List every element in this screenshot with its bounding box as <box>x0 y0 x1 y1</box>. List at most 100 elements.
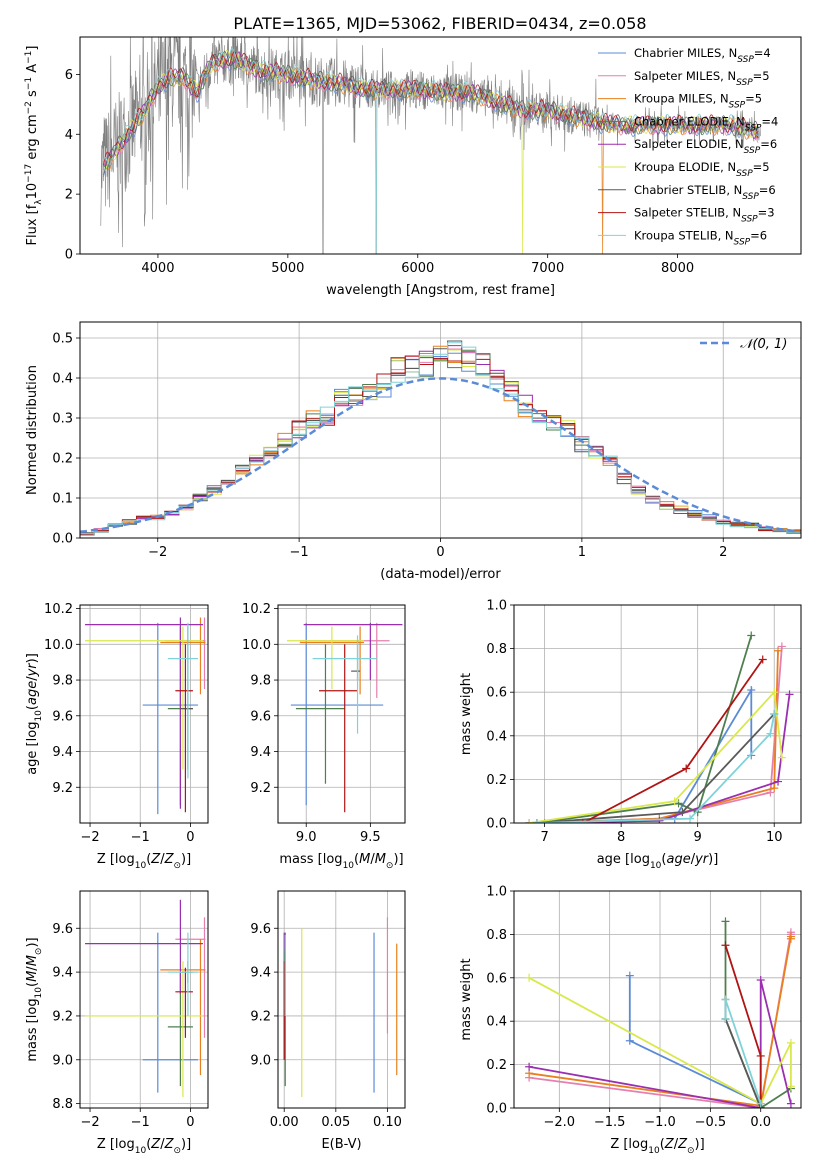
weight-marker-salp_stelib <box>721 941 730 950</box>
legend-label-krou_miles: Kroupa MILES, NSSP=5 <box>634 92 762 111</box>
y-tick-label: 0.4 <box>486 1015 507 1030</box>
y-tick-label: 9.4 <box>250 745 271 760</box>
weight-marker-krou_stelib <box>766 729 775 738</box>
panel-age_vs_mass: 9.0 9.5 9.2 9.4 9.6 9.8 10.0 10.2 mass [log10(M/… <box>242 602 406 871</box>
x-axis-label: mass [log10(M/M⊙)] <box>279 852 403 871</box>
legend-label-salp_stelib: Salpeter STELIB, NSSP=3 <box>634 206 775 225</box>
y-tick-label: 0.8 <box>486 642 507 657</box>
y-tick-label: 0.2 <box>486 773 507 788</box>
x-tick-label: 1 <box>578 545 586 560</box>
y-tick-label: 1.0 <box>486 599 507 614</box>
y-tick-label: 0.8 <box>486 928 507 943</box>
weight-marker-krou_stelib <box>721 1015 730 1024</box>
x-tick-label: 7 <box>540 830 548 845</box>
model-spectrum-krou_miles <box>103 52 759 254</box>
y-axis-label: Normed distribution <box>25 365 40 495</box>
x-tick-label: 0 <box>186 1115 194 1130</box>
x-axis-label: Z [log10(Z/Z⊙)] <box>97 852 191 871</box>
weight-marker-salp_elodie <box>525 1062 534 1071</box>
y-tick-label: 0.0 <box>486 817 507 832</box>
y-tick-label: 0.5 <box>52 332 73 347</box>
x-tick-label: 0.0 <box>750 1115 771 1130</box>
y-axis-label: Flux [fλ10−17 erg cm−2 s−1 A−1] <box>24 46 44 246</box>
x-tick-label: 9.0 <box>296 830 317 845</box>
weight-marker-krou_elodie <box>770 688 779 697</box>
y-tick-label: 0.6 <box>486 686 507 701</box>
axes-frame <box>277 604 406 824</box>
weight-marker-krou_stelib <box>770 710 779 718</box>
panel-age_vs_Z: −2 −1 0 9.2 9.4 9.6 9.8 10.0 10.2 Z [log10(Z/Z⊙)]… <box>25 602 209 871</box>
panel-mass_vs_Z: −2 −1 0 8.8 9.0 9.2 9.4 9.6 Z [log10(Z/Z⊙)] mass … <box>25 890 209 1156</box>
axes-frame <box>79 890 209 1109</box>
legend-label-krou_stelib: Kroupa STELIB, NSSP=6 <box>634 228 767 247</box>
weight-marker-krou_elodie <box>786 1038 795 1047</box>
figure-title: PLATE=1365, MJD=53062, FIBERID=0434, z=0… <box>233 14 646 33</box>
x-tick-label: 7000 <box>531 261 564 276</box>
weight-marker-krou_elodie <box>525 819 534 823</box>
plot-area <box>85 617 206 815</box>
plot-area <box>525 917 795 1108</box>
x-tick-label: 0 <box>186 830 194 845</box>
axes-frame <box>513 604 802 824</box>
y-tick-label: 0.3 <box>52 412 73 427</box>
x-tick-label: 5000 <box>271 261 304 276</box>
plot-area <box>85 899 206 1098</box>
x-tick-label: 10 <box>766 830 783 845</box>
y-tick-label: 9.6 <box>52 709 73 724</box>
y-axis-label: mass [log10(M/M⊙)] <box>25 937 44 1061</box>
x-axis-label: Z [log10(Z/Z⊙)] <box>610 1137 704 1156</box>
weight-marker-salp_miles <box>777 642 786 651</box>
weight-marker-krou_elodie <box>670 797 679 806</box>
x-tick-label: −1 <box>131 1115 150 1130</box>
x-tick-label: 9.5 <box>360 830 381 845</box>
y-axis-label: mass weight <box>459 673 474 755</box>
y-tick-label: 9.6 <box>250 709 271 724</box>
axes-frame <box>513 890 802 1109</box>
x-tick-label: −2 <box>80 1115 99 1130</box>
weight-marker-salp_stelib <box>756 1051 765 1060</box>
legend-label-chab_stelib: Chabrier STELIB, NSSP=6 <box>634 183 776 202</box>
y-tick-label: 9.2 <box>250 1009 271 1024</box>
weight-marker-salp_elodie <box>655 816 664 823</box>
legend-label-chab_miles: Chabrier MILES, NSSP=4 <box>634 46 771 65</box>
x-axis-label: Z [log10(Z/Z⊙)] <box>97 1137 191 1156</box>
y-tick-label: 0.4 <box>486 729 507 744</box>
y-tick-label: 9.6 <box>250 922 271 937</box>
weight-line-chab_elodie <box>536 635 753 823</box>
plot-area <box>80 340 801 538</box>
x-tick-label: −1 <box>131 830 150 845</box>
x-tick-label: −1.0 <box>644 1115 676 1130</box>
y-tick-label: 0 <box>65 248 73 263</box>
axes-frame <box>277 890 406 1109</box>
y-tick-label: 9.0 <box>52 1053 73 1068</box>
weight-marker-krou_stelib <box>686 814 695 823</box>
x-tick-label: −1 <box>290 545 309 560</box>
x-tick-label: 0.10 <box>373 1115 402 1130</box>
x-tick-label: 0.05 <box>321 1115 350 1130</box>
weight-marker-chab_miles <box>625 1036 634 1045</box>
y-tick-label: 8.8 <box>52 1097 73 1112</box>
y-tick-label: 9.8 <box>52 674 73 689</box>
x-axis-label: age [log10(age/yr)] <box>597 852 719 871</box>
y-tick-label: 0.2 <box>52 452 73 467</box>
x-tick-label: 0 <box>436 545 444 560</box>
plot-area <box>525 631 794 823</box>
plot-area <box>100 37 761 254</box>
weight-marker-krou_stelib <box>721 995 730 1004</box>
y-tick-label: 1.0 <box>486 885 507 900</box>
panel-mass_vs_ebv: 0.00 0.05 0.10 9.0 9.2 9.4 9.6 E(B-V) <box>250 890 406 1152</box>
panel-spectrum: 4000 5000 6000 7000 8000 0 2 4 6 Chabrier MILES, … <box>24 36 802 298</box>
legend-label-salp_miles: Salpeter MILES, NSSP=5 <box>634 69 770 88</box>
panel-weight_vs_Z: −2.0 −1.5 −1.0 −0.5 0.0 0.0 0.2 0.4 0.6 0.8 1.0 Z [… <box>459 885 802 1156</box>
y-tick-label: 9.8 <box>250 674 271 689</box>
panel-residual_hist: −2 −1 0 1 2 0.0 0.1 0.2 0.3 0.4 0.5 𝒩(0, 1) (data-mo… <box>25 321 802 582</box>
axes-frame <box>79 604 209 824</box>
x-tick-label: −2 <box>148 545 167 560</box>
weight-marker-chab_elodie <box>747 631 756 640</box>
weight-marker-chab_miles <box>747 686 756 695</box>
x-axis-label: E(B-V) <box>321 1137 361 1152</box>
y-tick-label: 0.0 <box>486 1102 507 1117</box>
y-tick-label: 9.0 <box>250 1053 271 1068</box>
